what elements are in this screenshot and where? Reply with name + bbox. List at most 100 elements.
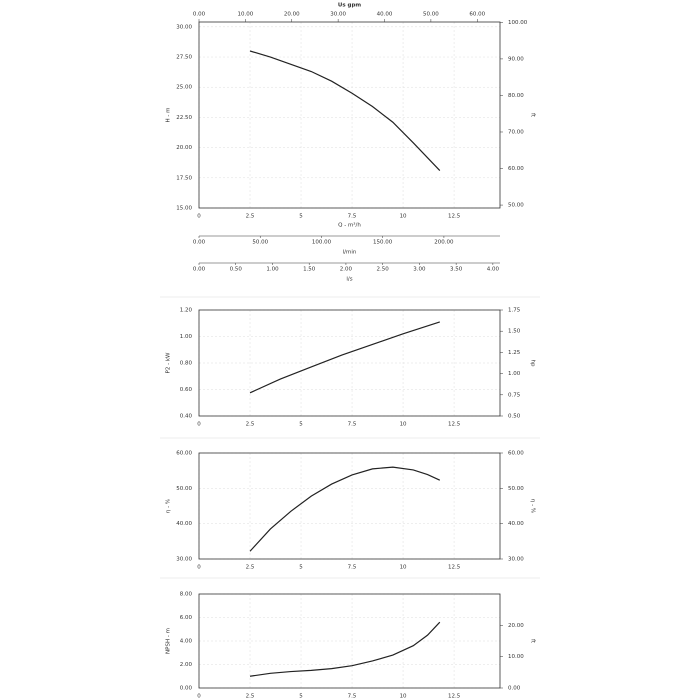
y2-tick-label: 60.00 bbox=[508, 451, 524, 457]
extra-axis-tick-label: 3.00 bbox=[413, 267, 426, 273]
x-top-tick-label: 20.00 bbox=[284, 12, 300, 18]
x-top-tick-label: 60.00 bbox=[469, 12, 485, 18]
y2-axis-title: hp bbox=[530, 360, 536, 367]
plot-frame bbox=[198, 452, 501, 560]
extra-axis-tick-label: 2.00 bbox=[340, 267, 353, 273]
curve bbox=[249, 50, 441, 171]
y2-tick-label: 1.25 bbox=[508, 350, 521, 356]
x-tick-label: 10 bbox=[400, 422, 407, 428]
y-axis-title: η - % bbox=[166, 499, 172, 513]
extra-axis-tick-label: 100.00 bbox=[312, 240, 332, 246]
extra-axis-tick-label: 50.00 bbox=[252, 240, 268, 246]
y-tick-label: 6.00 bbox=[180, 615, 193, 621]
y-axis-title: NPSH - m bbox=[166, 628, 172, 654]
y-tick-label: 15.00 bbox=[176, 206, 192, 212]
x-tick-label: 0 bbox=[197, 422, 201, 428]
plot-frame bbox=[198, 309, 501, 417]
y2-tick-label: 90.00 bbox=[508, 56, 524, 62]
extra-axis-tick-label: 3.50 bbox=[450, 267, 463, 273]
y2-axis-title: η - % bbox=[530, 499, 536, 513]
y-axis-title: P2 - kW bbox=[166, 352, 172, 373]
extra-axis-tick-label: 0.50 bbox=[230, 267, 243, 273]
y-tick-label: 0.80 bbox=[180, 361, 193, 367]
y2-tick-label: 20.00 bbox=[508, 623, 524, 629]
x-axis-title: Q - m³/h bbox=[338, 222, 361, 229]
x-tick-label: 5 bbox=[299, 694, 303, 700]
y-tick-label: 0.00 bbox=[180, 686, 193, 692]
y2-tick-label: 40.00 bbox=[508, 521, 524, 527]
curve bbox=[249, 321, 440, 394]
y2-tick-label: 30.00 bbox=[508, 557, 524, 563]
curve bbox=[249, 621, 441, 677]
y2-tick-label: 1.50 bbox=[508, 329, 521, 335]
y2-tick-label: 60.00 bbox=[508, 166, 524, 172]
y2-tick-label: 0.75 bbox=[508, 392, 521, 398]
extra-axis-tick-label: 1.00 bbox=[266, 267, 279, 273]
y-tick-label: 25.00 bbox=[176, 85, 192, 91]
y2-tick-label: 0.50 bbox=[508, 414, 521, 420]
y-tick-label: 30.00 bbox=[176, 24, 192, 30]
extra-axis-title: l/min bbox=[343, 250, 357, 256]
y2-axis-title: ft bbox=[530, 639, 536, 644]
x-tick-label: 5 bbox=[299, 565, 303, 571]
y-tick-label: 2.00 bbox=[180, 662, 193, 668]
x-tick-label: 2.5 bbox=[246, 214, 255, 220]
extra-axis-tick-label: 200.00 bbox=[434, 240, 454, 246]
y2-tick-label: 100.00 bbox=[508, 20, 528, 26]
x-top-tick-label: 40.00 bbox=[377, 12, 393, 18]
x-tick-label: 0 bbox=[197, 214, 201, 220]
plot-frame bbox=[198, 21, 501, 209]
curve bbox=[249, 466, 441, 552]
x-top-tick-label: 10.00 bbox=[238, 12, 254, 18]
y2-tick-label: 0.00 bbox=[508, 686, 521, 692]
y-tick-label: 30.00 bbox=[176, 557, 192, 563]
x-tick-label: 12.5 bbox=[448, 694, 461, 700]
x-tick-label: 12.5 bbox=[448, 422, 461, 428]
y-tick-label: 50.00 bbox=[176, 486, 192, 492]
y2-tick-label: 80.00 bbox=[508, 93, 524, 99]
x-tick-label: 7.5 bbox=[348, 214, 357, 220]
extra-axis-tick-label: 4.00 bbox=[487, 267, 500, 273]
x-tick-label: 12.5 bbox=[448, 565, 461, 571]
y-tick-label: 4.00 bbox=[180, 639, 193, 645]
y2-tick-label: 1.75 bbox=[508, 308, 521, 314]
y-tick-label: 27.50 bbox=[176, 55, 192, 61]
y2-tick-label: 1.00 bbox=[508, 371, 521, 377]
y-axis-title: H - m bbox=[166, 108, 172, 123]
x-top-tick-label: 0.00 bbox=[193, 12, 206, 18]
x-tick-label: 5 bbox=[299, 422, 303, 428]
y-tick-label: 0.60 bbox=[180, 387, 193, 393]
x-tick-label: 0 bbox=[197, 565, 201, 571]
x-top-tick-label: 30.00 bbox=[330, 12, 346, 18]
x-tick-label: 7.5 bbox=[348, 422, 357, 428]
x-tick-label: 12.5 bbox=[448, 214, 461, 220]
x-top-tick-label: 50.00 bbox=[423, 12, 439, 18]
y-tick-label: 1.20 bbox=[180, 308, 193, 314]
x-tick-label: 2.5 bbox=[246, 694, 255, 700]
extra-axis-tick-label: 0.00 bbox=[193, 240, 206, 246]
y2-tick-label: 50.00 bbox=[508, 203, 524, 209]
x-tick-label: 10 bbox=[400, 565, 407, 571]
y2-tick-label: 50.00 bbox=[508, 486, 524, 492]
x-tick-label: 2.5 bbox=[246, 565, 255, 571]
x-tick-label: 10 bbox=[400, 214, 407, 220]
x-tick-label: 7.5 bbox=[348, 565, 357, 571]
plot-frame bbox=[198, 593, 501, 689]
x-top-axis-title: Us gpm bbox=[338, 3, 362, 9]
extra-axis-tick-label: 1.50 bbox=[303, 267, 316, 273]
y-tick-label: 40.00 bbox=[176, 521, 192, 527]
x-tick-label: 5 bbox=[299, 214, 303, 220]
x-tick-label: 2.5 bbox=[246, 422, 255, 428]
extra-axis-title: l/s bbox=[346, 277, 352, 283]
y-tick-label: 1.00 bbox=[180, 334, 193, 340]
y-tick-label: 60.00 bbox=[176, 451, 192, 457]
extra-axis-tick-label: 0.00 bbox=[193, 267, 206, 273]
y-tick-label: 8.00 bbox=[180, 592, 193, 598]
x-tick-label: 7.5 bbox=[348, 694, 357, 700]
y2-axis-title: ft bbox=[530, 113, 536, 118]
y-tick-label: 22.50 bbox=[176, 115, 192, 121]
x-tick-label: 10 bbox=[400, 694, 407, 700]
y-tick-label: 20.00 bbox=[176, 145, 192, 151]
extra-axis-tick-label: 2.50 bbox=[377, 267, 390, 273]
